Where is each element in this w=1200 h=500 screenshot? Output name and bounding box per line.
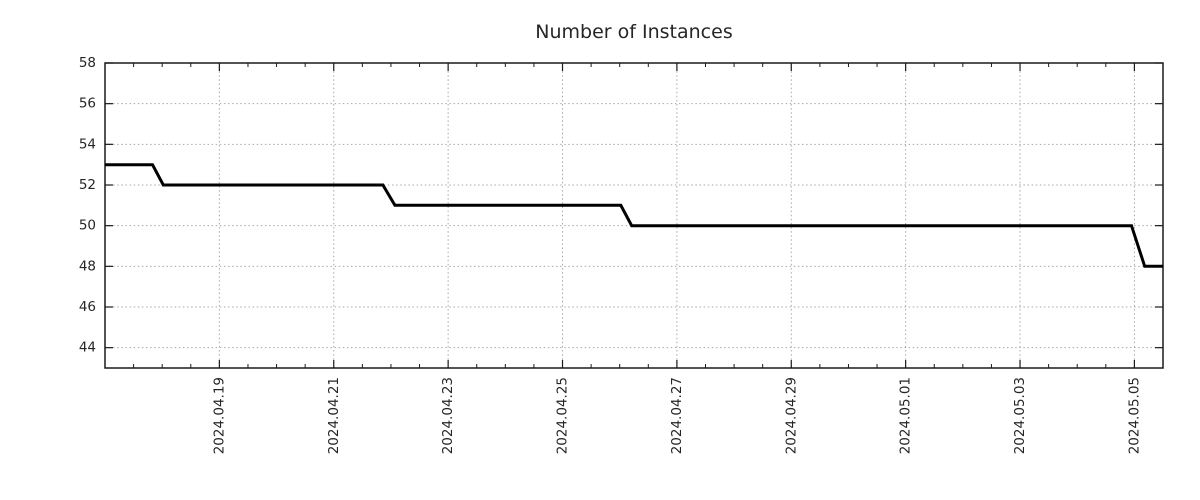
axis-ticks: [105, 62, 1163, 368]
y-tick-label: 44: [79, 340, 96, 356]
x-tick-label: 2024.04.21: [326, 377, 342, 454]
plot-border-rect: [104, 62, 1164, 369]
instances-line: [105, 163, 1163, 268]
y-tick-label: 54: [79, 136, 96, 152]
y-tick-label: 58: [79, 55, 96, 71]
x-tick-label: 2024.04.19: [211, 377, 227, 454]
x-tick-label: 2024.05.05: [1126, 377, 1142, 454]
tick-labels: 44 46 48 50 52 54 56 58 2024.04.19 2024.04.21 2024…: [79, 55, 1143, 454]
x-tick-label: 2024.04.27: [669, 377, 685, 454]
x-tick-label: 2024.04.23: [440, 377, 456, 454]
x-tick-label: 2024.05.03: [1012, 377, 1028, 454]
y-tick-label: 56: [79, 96, 96, 112]
y-tick-label: 46: [79, 299, 96, 315]
data-series: [105, 163, 1163, 268]
gridlines: [105, 63, 1163, 368]
y-tick-label: 50: [79, 218, 96, 234]
x-tick-label: 2024.04.25: [555, 377, 571, 454]
x-tick-label: 2024.05.01: [898, 377, 914, 454]
y-tick-label: 52: [79, 177, 96, 193]
y-tick-label: 48: [79, 258, 96, 274]
plot-border: [104, 62, 1164, 369]
chart-title: Number of Instances: [535, 21, 732, 43]
x-tick-label: 2024.04.29: [783, 377, 799, 454]
